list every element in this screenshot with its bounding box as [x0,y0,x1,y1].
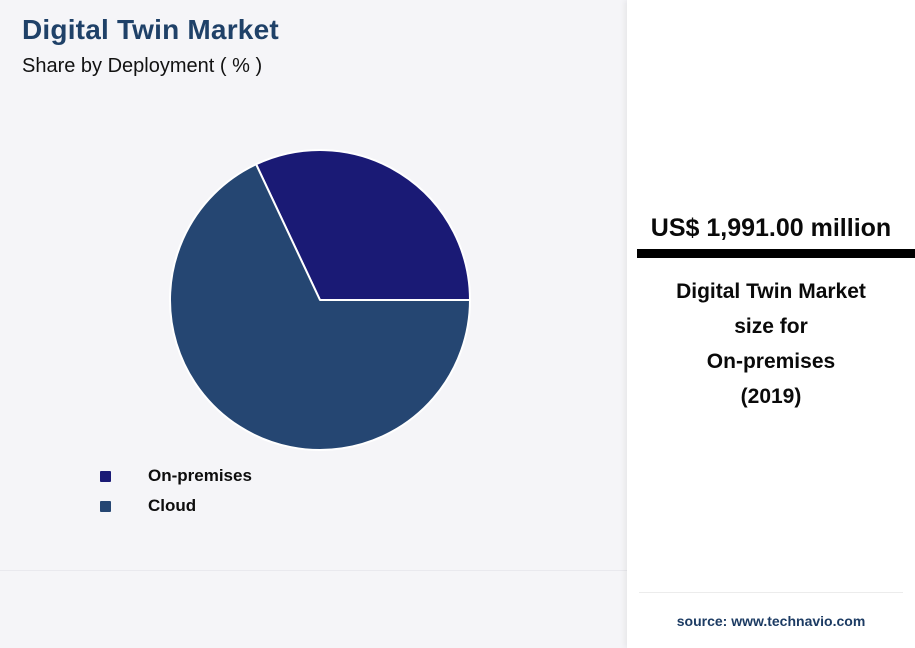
legend-label-cloud: Cloud [148,496,197,515]
highlight-bar [637,249,915,258]
callout-value: US$ 1,991.00 million [650,214,892,242]
legend-item: Cloud [100,491,252,521]
legend-swatch-on-premises [100,470,111,482]
divider [639,592,903,593]
chart-panel: Digital Twin Market Share by Deployment … [0,14,627,571]
legend-swatch-cloud [100,500,111,512]
legend-label-on-premises: On-premises [148,466,252,485]
chart-subtitle: Share by Deployment ( % ) [22,55,263,77]
divider [0,570,627,571]
legend-item: On-premises [100,461,252,491]
callout-description: Digital Twin Market size for On-premises… [676,280,866,408]
callout-panel: US$ 1,991.00 million Digital Twin Market… [627,0,915,648]
pie-chart-container [168,148,472,452]
pie-slice-on-premises [255,149,471,301]
chart-header: Digital Twin Market Share by Deployment … [22,14,279,78]
source-text: source: www.technavio.com [676,613,866,629]
page-title: Digital Twin Market [22,14,279,45]
pie-chart [169,149,471,451]
pie-slice-cloud [169,163,471,451]
legend: On-premises Cloud [100,461,252,521]
